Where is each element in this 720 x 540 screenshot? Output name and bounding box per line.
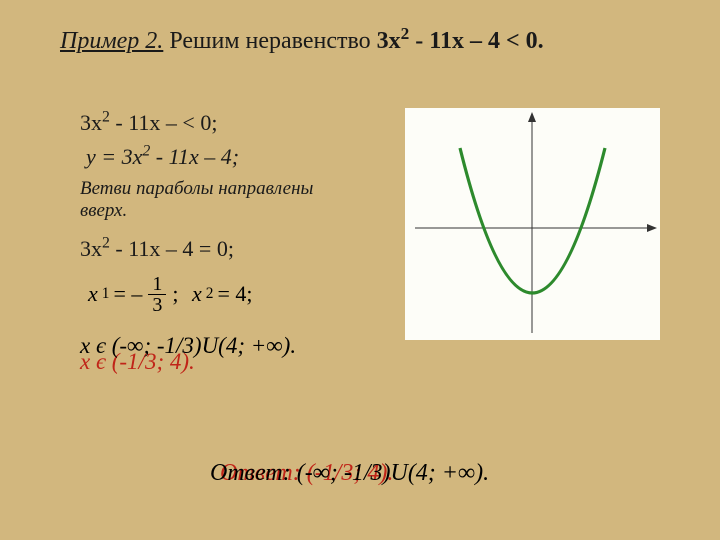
example-label: Пример 2. (60, 28, 163, 54)
chart-svg (405, 108, 660, 340)
answer-wrong: Ответ: (-∞; -1/3)U(4; +∞). (210, 460, 489, 487)
title-inequality: 3x2 - 11x – 4 < 0. (377, 28, 544, 54)
step-roots: x1 = – 1 3 ; x2 = 4; (88, 274, 360, 315)
title-text: Решим неравенство (169, 28, 370, 54)
solution-set: x є (-∞; -1/3)U(4; +∞). x є (-1/3; 4). (80, 333, 360, 359)
y-axis-arrow (528, 112, 536, 122)
step-equation: 3x2 - 11x – 4 = 0; (80, 236, 360, 262)
step-inequality: 3x2 - 11x – < 0; (80, 110, 360, 136)
solution-set-wrong: x є (-∞; -1/3)U(4; +∞). (80, 333, 360, 359)
x-axis-arrow (647, 224, 657, 232)
answer-line: Ответ: (-∞; -1/3)U(4; +∞). Ответ: (-1/3;… (210, 460, 489, 487)
solution-steps: 3x2 - 11x – < 0; y = 3x2 - 11x – 4; Ветв… (80, 110, 360, 359)
step-function: y = 3x2 - 11x – 4; (86, 144, 360, 170)
step-branches: Ветви параболы направлены вверх. (80, 178, 360, 222)
parabola-chart (405, 108, 660, 340)
slide: Пример 2. Решим неравенство 3x2 - 11x – … (0, 0, 720, 540)
fraction: 1 3 (148, 274, 166, 315)
slide-title: Пример 2. Решим неравенство 3x2 - 11x – … (60, 28, 680, 55)
